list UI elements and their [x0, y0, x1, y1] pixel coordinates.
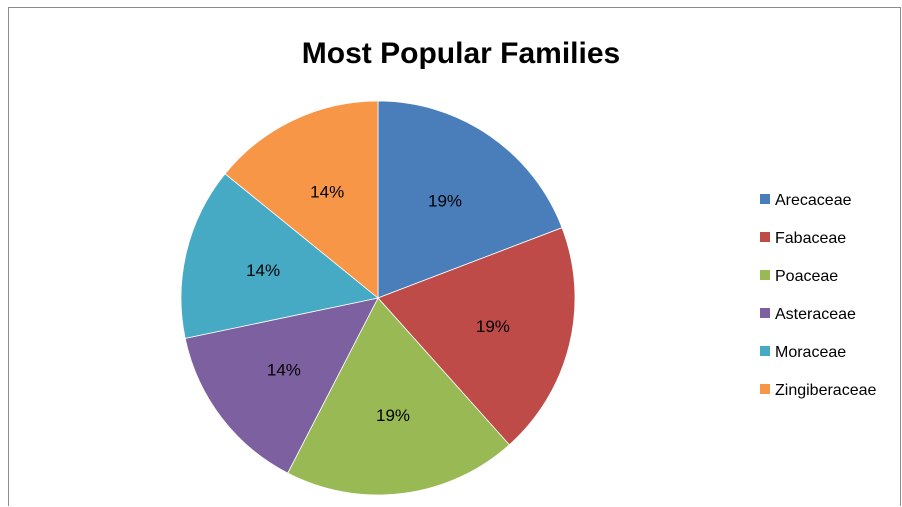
pie-slices — [180, 100, 576, 496]
legend-swatch-fabaceae — [760, 232, 770, 242]
legend-label-poaceae: Poaceae — [775, 268, 838, 285]
slice-label-asteraceae: 14% — [267, 361, 301, 380]
legend-swatch-arecaceae — [760, 194, 770, 204]
legend-swatch-zingiberaceae — [760, 384, 770, 394]
legend: Arecaceae Fabaceae Poaceae Asteraceae Morace… — [760, 192, 877, 399]
legend-label-moraceae: Moraceae — [775, 344, 846, 361]
legend-label-fabaceae: Fabaceae — [775, 230, 846, 247]
slice-label-zingiberaceae: 14% — [310, 182, 344, 201]
legend-swatch-poaceae — [760, 270, 770, 280]
legend-label-zingiberaceae: Zingiberaceae — [775, 382, 877, 399]
legend-label-arecaceae: Arecaceae — [775, 192, 852, 209]
slice-label-arecaceae: 19% — [428, 192, 462, 211]
legend-label-asteraceae: Asteraceae — [775, 306, 856, 323]
slice-label-poaceae: 19% — [376, 406, 410, 425]
slice-label-fabaceae: 19% — [476, 317, 510, 336]
slice-labels: 19% 19% 19% 14% 14% 14% — [246, 182, 510, 425]
slice-fabaceae — [377, 227, 576, 446]
slice-zingiberaceae — [224, 100, 379, 299]
slice-poaceae — [287, 297, 510, 496]
chart-title: Most Popular Families — [302, 37, 620, 70]
slice-moraceae — [180, 173, 379, 339]
legend-swatch-asteraceae — [760, 308, 770, 318]
legend-swatch-moraceae — [760, 346, 770, 356]
slice-label-moraceae: 14% — [246, 261, 280, 280]
slice-asteraceae — [184, 297, 379, 474]
slice-arecaceae — [377, 100, 563, 299]
